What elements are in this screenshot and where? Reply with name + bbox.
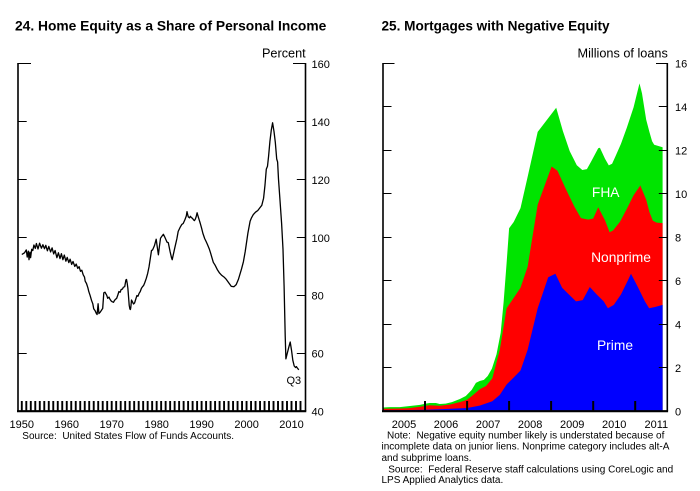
svg-text:Source: Federal Reserve staff: Source: Federal Reserve staff calculatio…	[388, 464, 673, 475]
svg-text:25. Mortgages with Negative Eq: 25. Mortgages with Negative Equity	[382, 18, 611, 33]
svg-text:LPS Applied Analytics data.: LPS Applied Analytics data.	[382, 475, 504, 486]
svg-text:Nonprime: Nonprime	[591, 250, 651, 265]
svg-text:FHA: FHA	[592, 185, 620, 200]
svg-text:4: 4	[675, 320, 681, 332]
svg-text:Percent: Percent	[262, 46, 306, 60]
svg-text:60: 60	[312, 349, 324, 361]
svg-text:Q3: Q3	[287, 375, 302, 387]
svg-text:2: 2	[675, 363, 681, 375]
svg-text:120: 120	[312, 175, 330, 187]
svg-text:2010: 2010	[602, 419, 626, 431]
svg-text:0: 0	[675, 407, 681, 419]
svg-text:16: 16	[675, 59, 687, 71]
svg-text:2011: 2011	[644, 419, 668, 431]
svg-text:10: 10	[675, 189, 687, 201]
svg-text:40: 40	[312, 407, 324, 419]
svg-text:1990: 1990	[189, 419, 213, 431]
svg-text:160: 160	[312, 59, 330, 71]
svg-text:14: 14	[675, 102, 687, 114]
svg-text:Prime: Prime	[597, 338, 633, 353]
svg-text:6: 6	[675, 276, 681, 288]
svg-text:100: 100	[312, 233, 330, 245]
svg-text:1960: 1960	[55, 419, 79, 431]
svg-text:1970: 1970	[99, 419, 123, 431]
svg-text:1950: 1950	[10, 419, 34, 431]
svg-text:Millions of loans: Millions of loans	[578, 46, 668, 60]
svg-text:12: 12	[675, 146, 687, 158]
svg-text:2010: 2010	[279, 419, 303, 431]
svg-text:and subprime loans.: and subprime loans.	[382, 453, 472, 464]
svg-text:incomplete data on junior lien: incomplete data on junior liens. Nonprim…	[382, 442, 670, 453]
svg-text:2007: 2007	[476, 419, 500, 431]
svg-text:2009: 2009	[560, 419, 584, 431]
svg-text:140: 140	[312, 117, 330, 129]
svg-text:1980: 1980	[144, 419, 168, 431]
svg-text:8: 8	[675, 233, 681, 245]
svg-text:2000: 2000	[234, 419, 258, 431]
svg-text:24. Home Equity as a Share of: 24. Home Equity as a Share of Personal I…	[15, 18, 327, 33]
svg-text:80: 80	[312, 291, 324, 303]
svg-text:2005: 2005	[392, 419, 416, 431]
svg-text:2006: 2006	[434, 419, 458, 431]
svg-text:Source: United States Flow of: Source: United States Flow of Funds Acco…	[22, 431, 234, 442]
svg-text:Note: Negative equity number: Note: Negative equity number likely is u…	[387, 430, 665, 441]
svg-text:2008: 2008	[518, 419, 542, 431]
